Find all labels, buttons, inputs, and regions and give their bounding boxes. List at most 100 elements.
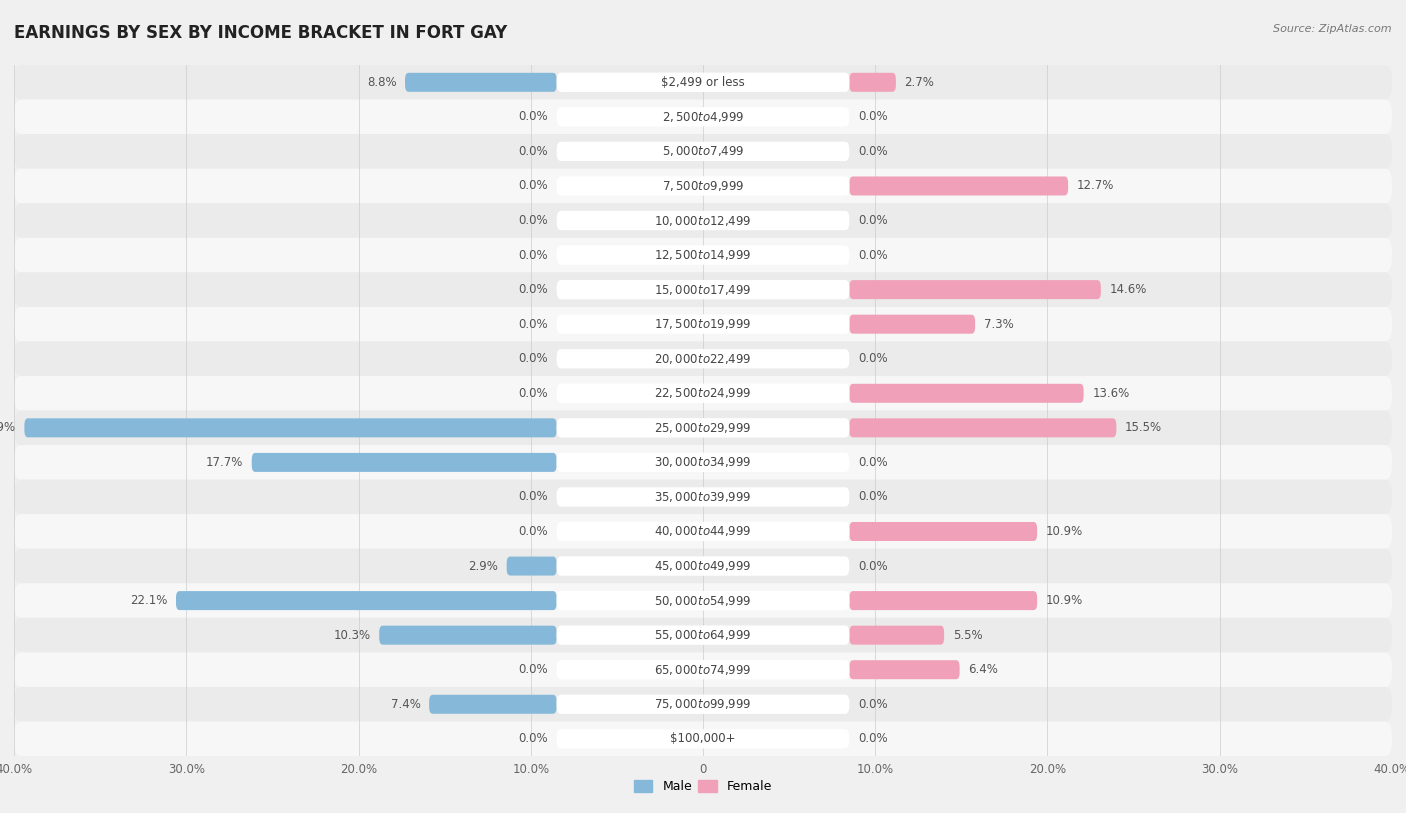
Text: 0.0%: 0.0%: [858, 352, 887, 365]
Text: $55,000 to $64,999: $55,000 to $64,999: [654, 628, 752, 642]
Text: 30.9%: 30.9%: [0, 421, 15, 434]
FancyBboxPatch shape: [14, 134, 1392, 169]
FancyBboxPatch shape: [14, 618, 1392, 652]
Text: 0.0%: 0.0%: [519, 145, 548, 158]
FancyBboxPatch shape: [849, 626, 945, 645]
FancyBboxPatch shape: [14, 722, 1392, 756]
Text: 0.0%: 0.0%: [519, 214, 548, 227]
FancyBboxPatch shape: [24, 419, 557, 437]
Text: $35,000 to $39,999: $35,000 to $39,999: [654, 490, 752, 504]
Text: 0.0%: 0.0%: [858, 559, 887, 572]
Text: 8.8%: 8.8%: [367, 76, 396, 89]
Text: 17.7%: 17.7%: [205, 456, 243, 469]
FancyBboxPatch shape: [14, 307, 1392, 341]
Text: 2.7%: 2.7%: [904, 76, 935, 89]
FancyBboxPatch shape: [14, 203, 1392, 237]
FancyBboxPatch shape: [849, 591, 1038, 610]
FancyBboxPatch shape: [557, 211, 849, 230]
Text: 0.0%: 0.0%: [519, 733, 548, 746]
Text: 0.0%: 0.0%: [858, 111, 887, 124]
FancyBboxPatch shape: [557, 280, 849, 299]
Text: 5.5%: 5.5%: [953, 628, 983, 641]
FancyBboxPatch shape: [849, 384, 1084, 402]
Text: $40,000 to $44,999: $40,000 to $44,999: [654, 524, 752, 538]
Text: 10.9%: 10.9%: [1046, 525, 1083, 538]
Text: 0.0%: 0.0%: [519, 180, 548, 193]
Text: $50,000 to $54,999: $50,000 to $54,999: [654, 593, 752, 607]
Text: 15.5%: 15.5%: [1125, 421, 1163, 434]
Text: 6.4%: 6.4%: [969, 663, 998, 676]
Text: $7,500 to $9,999: $7,500 to $9,999: [662, 179, 744, 193]
FancyBboxPatch shape: [557, 315, 849, 334]
Text: $12,500 to $14,999: $12,500 to $14,999: [654, 248, 752, 262]
Text: 0.0%: 0.0%: [858, 490, 887, 503]
FancyBboxPatch shape: [14, 65, 1392, 99]
FancyBboxPatch shape: [557, 625, 849, 645]
FancyBboxPatch shape: [849, 73, 896, 92]
Text: 10.3%: 10.3%: [333, 628, 371, 641]
FancyBboxPatch shape: [557, 729, 849, 749]
Text: 0.0%: 0.0%: [519, 387, 548, 400]
Text: 0.0%: 0.0%: [858, 145, 887, 158]
FancyBboxPatch shape: [14, 99, 1392, 134]
Text: 14.6%: 14.6%: [1109, 283, 1147, 296]
FancyBboxPatch shape: [252, 453, 557, 472]
Text: $20,000 to $22,499: $20,000 to $22,499: [654, 352, 752, 366]
Text: 0.0%: 0.0%: [519, 490, 548, 503]
Text: 0.0%: 0.0%: [519, 283, 548, 296]
FancyBboxPatch shape: [14, 515, 1392, 549]
Text: $100,000+: $100,000+: [671, 733, 735, 746]
Text: $30,000 to $34,999: $30,000 to $34,999: [654, 455, 752, 469]
FancyBboxPatch shape: [557, 176, 849, 196]
FancyBboxPatch shape: [557, 522, 849, 541]
FancyBboxPatch shape: [849, 522, 1038, 541]
Text: $10,000 to $12,499: $10,000 to $12,499: [654, 214, 752, 228]
Text: $65,000 to $74,999: $65,000 to $74,999: [654, 663, 752, 676]
FancyBboxPatch shape: [557, 660, 849, 680]
FancyBboxPatch shape: [557, 694, 849, 714]
Text: $17,500 to $19,999: $17,500 to $19,999: [654, 317, 752, 331]
FancyBboxPatch shape: [557, 141, 849, 161]
FancyBboxPatch shape: [557, 349, 849, 368]
FancyBboxPatch shape: [14, 272, 1392, 307]
FancyBboxPatch shape: [849, 280, 1101, 299]
Text: $5,000 to $7,499: $5,000 to $7,499: [662, 145, 744, 159]
Text: 22.1%: 22.1%: [129, 594, 167, 607]
FancyBboxPatch shape: [557, 487, 849, 506]
FancyBboxPatch shape: [14, 341, 1392, 376]
Text: 2.9%: 2.9%: [468, 559, 498, 572]
FancyBboxPatch shape: [14, 446, 1392, 480]
Text: 7.3%: 7.3%: [984, 318, 1014, 331]
FancyBboxPatch shape: [14, 687, 1392, 722]
FancyBboxPatch shape: [557, 384, 849, 403]
Text: 0.0%: 0.0%: [858, 249, 887, 262]
Text: 0.0%: 0.0%: [519, 525, 548, 538]
Text: $75,000 to $99,999: $75,000 to $99,999: [654, 698, 752, 711]
Text: Source: ZipAtlas.com: Source: ZipAtlas.com: [1274, 24, 1392, 34]
Text: 0.0%: 0.0%: [519, 663, 548, 676]
FancyBboxPatch shape: [14, 549, 1392, 584]
FancyBboxPatch shape: [14, 480, 1392, 515]
Text: EARNINGS BY SEX BY INCOME BRACKET IN FORT GAY: EARNINGS BY SEX BY INCOME BRACKET IN FOR…: [14, 24, 508, 42]
FancyBboxPatch shape: [14, 237, 1392, 272]
Text: 0.0%: 0.0%: [858, 733, 887, 746]
FancyBboxPatch shape: [557, 418, 849, 437]
FancyBboxPatch shape: [176, 591, 557, 610]
FancyBboxPatch shape: [380, 626, 557, 645]
Text: 0.0%: 0.0%: [519, 318, 548, 331]
FancyBboxPatch shape: [557, 591, 849, 611]
FancyBboxPatch shape: [849, 660, 960, 679]
FancyBboxPatch shape: [557, 72, 849, 92]
Text: 7.4%: 7.4%: [391, 698, 420, 711]
FancyBboxPatch shape: [14, 652, 1392, 687]
Text: 0.0%: 0.0%: [858, 698, 887, 711]
Text: $2,499 or less: $2,499 or less: [661, 76, 745, 89]
Text: $22,500 to $24,999: $22,500 to $24,999: [654, 386, 752, 400]
FancyBboxPatch shape: [849, 315, 976, 333]
Text: 10.9%: 10.9%: [1046, 594, 1083, 607]
Text: 0.0%: 0.0%: [858, 456, 887, 469]
Text: $2,500 to $4,999: $2,500 to $4,999: [662, 110, 744, 124]
Text: 13.6%: 13.6%: [1092, 387, 1129, 400]
Text: 0.0%: 0.0%: [519, 111, 548, 124]
Text: $45,000 to $49,999: $45,000 to $49,999: [654, 559, 752, 573]
